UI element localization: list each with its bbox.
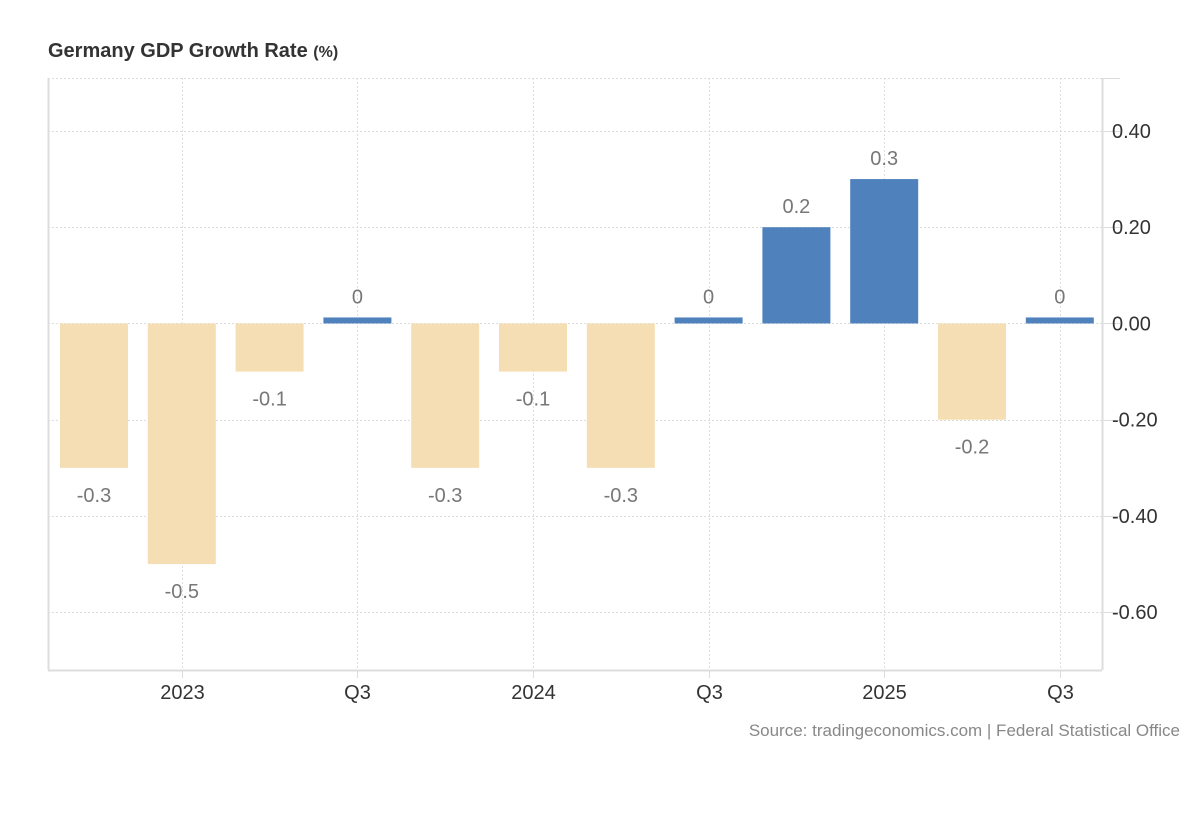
x-tick-label: Q3 — [696, 682, 723, 704]
data-label: 0.2 — [782, 196, 810, 218]
x-tick-label: 2024 — [511, 682, 556, 704]
bar — [850, 179, 919, 324]
bar — [499, 323, 567, 372]
bar — [60, 323, 128, 468]
x-tick-label: 2025 — [862, 682, 907, 704]
data-label: -0.5 — [165, 581, 199, 603]
data-label: 0 — [703, 286, 714, 308]
bar — [938, 323, 1006, 420]
data-label: -0.1 — [516, 389, 550, 411]
bar — [586, 323, 655, 468]
x-tick-label: 2023 — [160, 682, 205, 704]
y-tick-label: -0.20 — [1112, 410, 1158, 432]
data-label: -0.2 — [955, 437, 989, 459]
data-label: 0 — [1054, 286, 1065, 308]
y-tick-label: 0.40 — [1112, 121, 1151, 143]
x-tick-label: Q3 — [1047, 682, 1074, 704]
bar — [1025, 317, 1094, 324]
bar — [674, 317, 743, 324]
data-label: -0.3 — [428, 485, 462, 507]
bar — [147, 323, 216, 565]
data-label: 0.3 — [870, 148, 898, 170]
chart-title: Germany GDP Growth Rate (%) — [48, 40, 338, 63]
source-note: Source: tradingeconomics.com | Federal S… — [748, 721, 1180, 740]
chart-title-text: Germany GDP Growth Rate — [48, 40, 308, 62]
chart-unit: (%) — [313, 44, 339, 61]
data-label: 0 — [352, 286, 363, 308]
bar — [411, 323, 480, 468]
data-label: -0.3 — [77, 485, 111, 507]
data-label: -0.3 — [604, 485, 638, 507]
x-tick-label: Q3 — [344, 682, 371, 704]
bar — [323, 317, 392, 324]
data-label: -0.1 — [252, 389, 286, 411]
y-tick-label: 0.00 — [1112, 313, 1151, 335]
y-tick-label: 0.20 — [1112, 217, 1151, 239]
bar — [762, 227, 831, 324]
y-tick-label: -0.60 — [1112, 602, 1158, 624]
bar — [235, 323, 304, 372]
y-tick-label: -0.40 — [1112, 506, 1158, 528]
